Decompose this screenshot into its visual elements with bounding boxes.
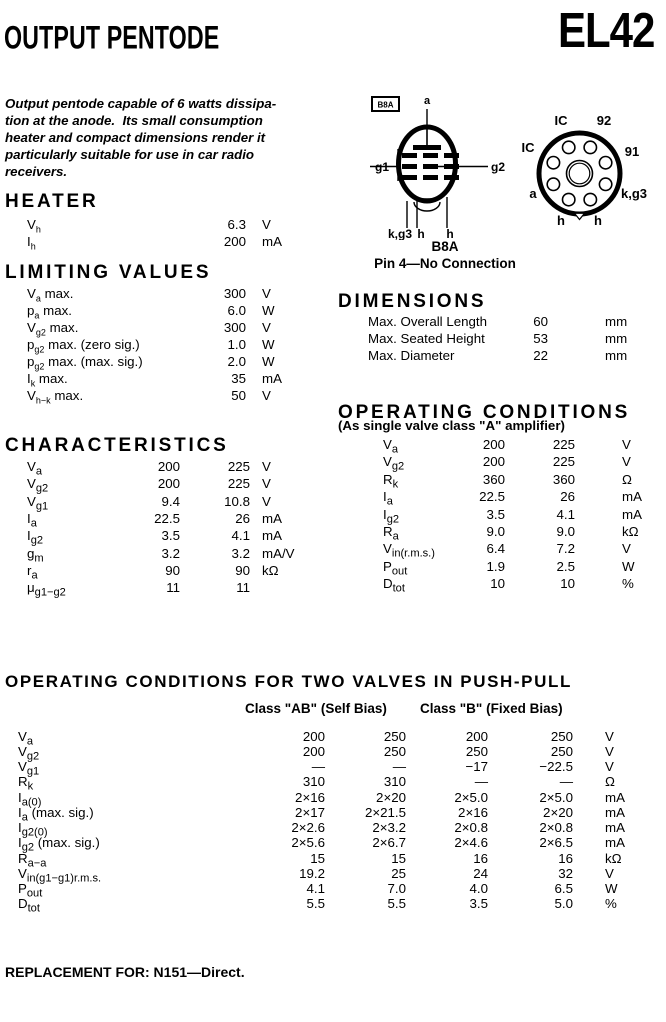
- svg-text:h: h: [594, 213, 602, 228]
- svg-text:a: a: [424, 95, 431, 107]
- svg-text:g1: g1: [375, 160, 389, 174]
- svg-text:g2: g2: [491, 160, 505, 174]
- svg-text:IC: IC: [522, 140, 536, 155]
- svg-text:91: 91: [625, 144, 639, 159]
- svg-text:h: h: [557, 213, 565, 228]
- svg-text:92: 92: [597, 113, 611, 128]
- svg-text:B8A: B8A: [377, 101, 393, 110]
- svg-text:IC: IC: [555, 113, 569, 128]
- svg-text:k,g3: k,g3: [621, 186, 647, 201]
- svg-text:a: a: [529, 186, 537, 201]
